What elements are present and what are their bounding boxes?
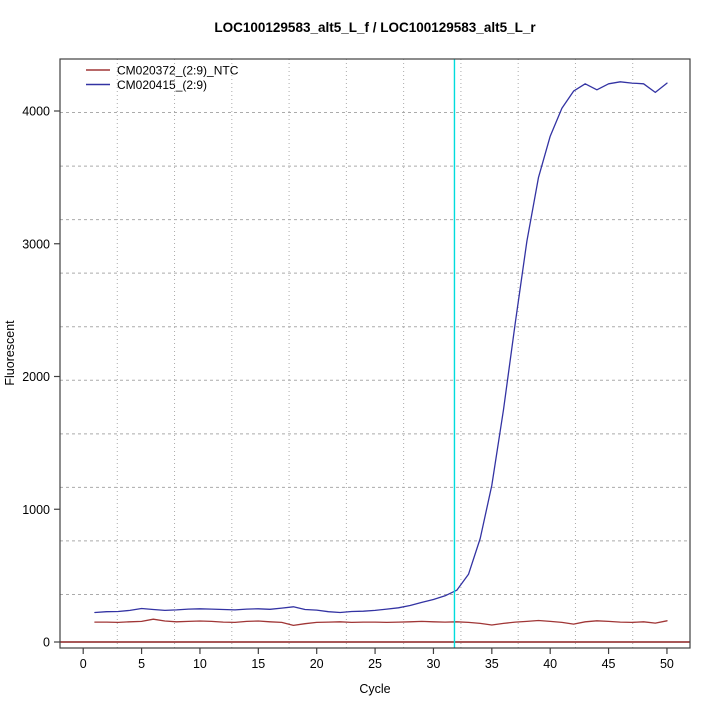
- x-axis-ticks: 0 5 10 15 20 25 30 35 40 45 50: [80, 648, 674, 671]
- gridlines: [60, 59, 690, 648]
- data-series: [94, 81, 668, 627]
- y-tick-label: 0: [43, 636, 50, 650]
- y-tick-label: 2000: [22, 370, 50, 384]
- legend-item-label: CM020415_(2:9): [117, 78, 207, 92]
- x-axis-title: Cycle: [359, 682, 390, 696]
- y-axis-ticks: 0 1000 2000 3000 4000: [22, 105, 60, 650]
- x-tick-label: 50: [660, 657, 674, 671]
- y-axis-title: Fluorescent: [3, 320, 17, 386]
- series-line-0: [94, 618, 668, 627]
- x-tick-label: 40: [543, 657, 557, 671]
- x-tick-label: 35: [485, 657, 499, 671]
- y-tick-label: 1000: [22, 503, 50, 517]
- x-tick-label: 0: [80, 657, 87, 671]
- legend-item-label: CM020372_(2:9)_NTC: [117, 64, 239, 78]
- x-tick-label: 10: [193, 657, 207, 671]
- x-tick-label: 45: [602, 657, 616, 671]
- x-tick-label: 20: [310, 657, 324, 671]
- x-tick-label: 5: [138, 657, 145, 671]
- x-tick-label: 15: [251, 657, 265, 671]
- series-line-1: [94, 81, 668, 614]
- y-tick-label: 3000: [22, 237, 50, 251]
- x-tick-label: 25: [368, 657, 382, 671]
- plot-border: [59, 58, 691, 649]
- x-tick-label: 30: [426, 657, 440, 671]
- chart-title: LOC100129583_alt5_L_f / LOC100129583_alt…: [214, 20, 536, 35]
- y-tick-label: 4000: [22, 105, 50, 119]
